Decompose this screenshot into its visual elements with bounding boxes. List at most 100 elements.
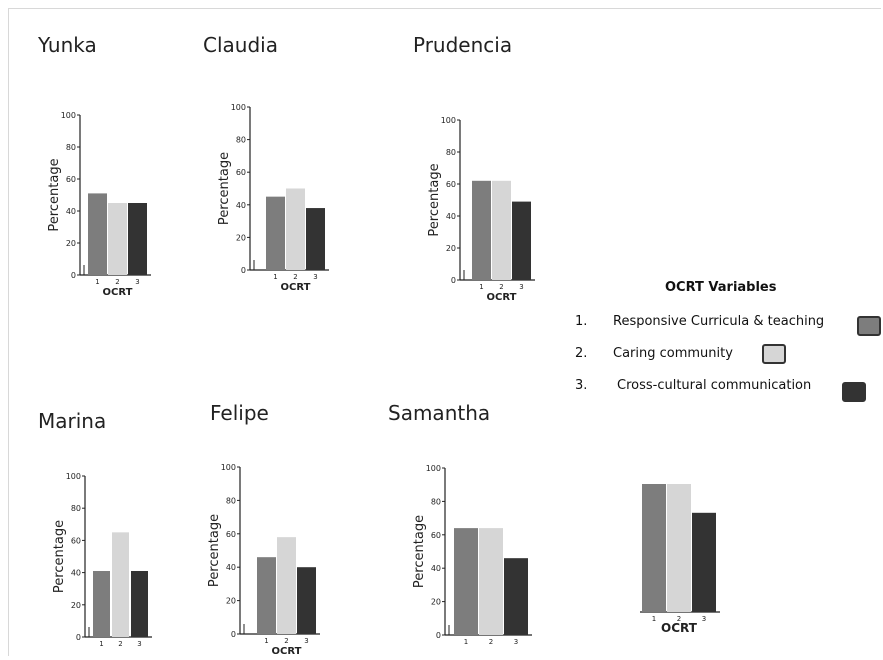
y-tick-label: 40	[226, 563, 236, 572]
x-tick-label: 2	[118, 640, 122, 648]
x-tick-label: 3	[304, 637, 308, 645]
y-tick-label: 0	[76, 633, 81, 642]
y-tick-label: 80	[236, 136, 246, 145]
x-tick-label: 1	[479, 283, 483, 291]
y-tick-label: 20	[71, 601, 81, 610]
y-tick-label: 100	[61, 111, 76, 120]
bar-chart-marina: 0 20 40 60 80 100 Percentage 1 2 3	[52, 472, 152, 648]
y-tick-label: 100	[66, 472, 81, 481]
y-tick-label: 80	[446, 148, 456, 157]
x-axis-label: OCRT	[103, 287, 133, 298]
bar	[266, 196, 285, 270]
y-tick-label: 60	[446, 180, 456, 189]
y-tick-label: 100	[231, 103, 246, 112]
y-tick-label: 40	[236, 201, 246, 210]
frame-left-border	[8, 8, 9, 656]
x-tick-label: 3	[514, 638, 518, 646]
y-axis-label: Percentage	[217, 152, 232, 225]
bar	[277, 537, 296, 634]
bar	[257, 557, 276, 634]
y-tick-label: 20	[236, 233, 246, 242]
legend-swatch-3	[842, 382, 866, 402]
x-tick-label: 1	[652, 615, 656, 623]
y-tick-label: 0	[71, 271, 76, 280]
bar	[108, 203, 127, 275]
y-tick-label: 0	[231, 630, 236, 639]
bar	[131, 570, 148, 637]
x-tick-label: 3	[519, 283, 523, 291]
bar	[504, 558, 528, 635]
y-tick-label: 20	[446, 244, 456, 253]
chart-title-felipe: Felipe	[210, 401, 269, 425]
y-tick-label: 60	[236, 168, 246, 177]
y-tick-label: 100	[221, 463, 236, 472]
bar	[479, 528, 503, 635]
x-tick-label: 2	[115, 278, 119, 286]
x-axis-label: OCRT	[661, 621, 698, 635]
y-axis-label: Percentage	[207, 514, 222, 587]
chart-title-yunka: Yunka	[38, 33, 97, 57]
x-tick-label: 2	[489, 638, 493, 646]
y-tick-label: 60	[226, 530, 236, 539]
y-tick-label: 100	[426, 464, 441, 473]
y-tick-label: 40	[66, 207, 76, 216]
legend-item-number: 3.	[575, 378, 588, 393]
bar	[667, 484, 691, 612]
bar	[297, 567, 316, 634]
bar	[112, 532, 129, 637]
frame-top-border	[8, 8, 881, 9]
y-axis-label: Percentage	[52, 520, 67, 593]
bar-chart-samantha: 0 20 40 60 80 100 Percentage 1 2 3	[412, 464, 532, 646]
legend-item-label: Caring community	[613, 346, 733, 361]
y-tick-label: 0	[436, 631, 441, 640]
x-axis-label: OCRT	[272, 646, 302, 657]
chart-title-claudia: Claudia	[203, 33, 278, 57]
y-tick-label: 40	[71, 569, 81, 578]
legend: OCRT Variables 1. Responsive Curricula &…	[575, 278, 881, 408]
chart-title-prudencia: Prudencia	[413, 33, 513, 57]
x-tick-label: 3	[313, 273, 317, 281]
bar	[472, 180, 491, 280]
x-tick-label: 2	[284, 637, 288, 645]
y-tick-label: 80	[226, 496, 236, 505]
x-tick-label: 1	[95, 278, 99, 286]
y-tick-label: 100	[441, 116, 456, 125]
y-tick-label: 60	[66, 175, 76, 184]
y-tick-label: 20	[66, 239, 76, 248]
bar	[642, 484, 666, 612]
y-tick-label: 40	[431, 564, 441, 573]
x-tick-label: 1	[273, 273, 277, 281]
y-tick-label: 0	[451, 276, 456, 285]
x-tick-label: 3	[135, 278, 139, 286]
x-tick-label: 1	[99, 640, 103, 648]
bar	[512, 201, 531, 280]
bar	[88, 193, 107, 275]
legend-swatch-2	[762, 344, 786, 364]
x-axis-label: OCRT	[487, 292, 517, 303]
x-axis-label: OCRT	[281, 282, 311, 293]
y-tick-label: 60	[71, 536, 81, 545]
bar	[286, 188, 305, 270]
y-tick-label: 40	[446, 212, 456, 221]
y-axis-label: Percentage	[427, 163, 442, 236]
y-tick-label: 80	[431, 497, 441, 506]
bar-chart-summary: 1 2 3 OCRT	[640, 484, 720, 635]
legend-item-2: 2. Caring community	[575, 344, 875, 368]
y-tick-label: 0	[241, 266, 246, 275]
y-tick-label: 80	[66, 143, 76, 152]
y-axis-label: Percentage	[412, 515, 427, 588]
legend-swatch-1	[857, 316, 881, 336]
y-tick-label: 60	[431, 531, 441, 540]
legend-item-label: Cross-cultural communication	[617, 378, 812, 393]
legend-title: OCRT Variables	[665, 280, 777, 295]
x-tick-label: 1	[264, 637, 268, 645]
chart-title-samantha: Samantha	[388, 401, 491, 425]
y-tick-label: 80	[71, 504, 81, 513]
x-tick-label: 3	[702, 615, 706, 623]
y-axis-label: Percentage	[47, 158, 62, 231]
bar	[454, 528, 478, 635]
x-tick-label: 1	[464, 638, 468, 646]
